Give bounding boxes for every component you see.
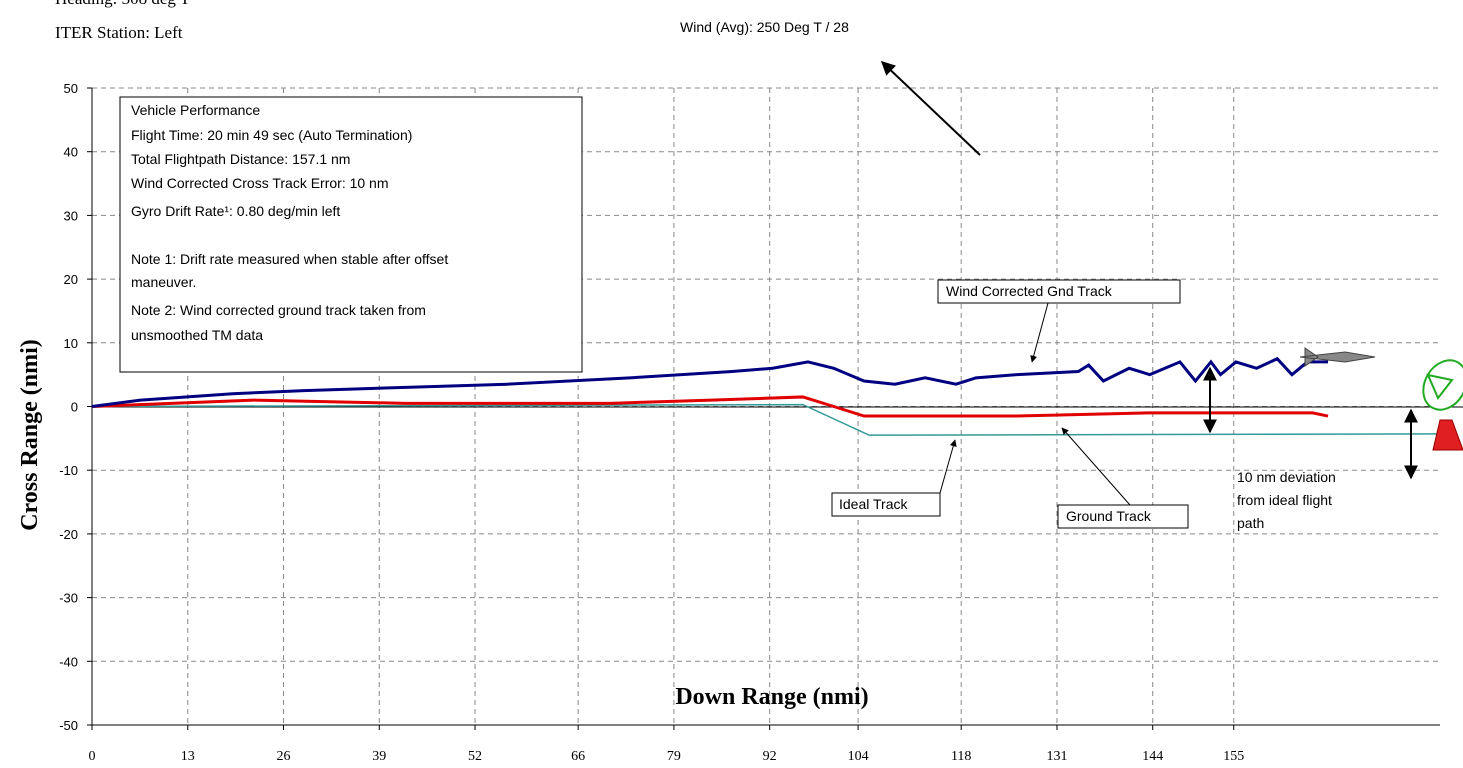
deviation-note: path xyxy=(1237,515,1264,531)
info-line: Note 1: Drift rate measured when stable … xyxy=(131,251,448,267)
y-tick-label: -30 xyxy=(59,591,78,606)
y-tick-label: -10 xyxy=(59,463,78,478)
deviation-note: from ideal flight xyxy=(1237,492,1332,508)
info-line: Vehicle Performance xyxy=(131,102,260,118)
x-tick-label: 92 xyxy=(763,749,777,764)
deviation-note: 10 nm deviation xyxy=(1237,469,1336,485)
header-line: ITER Station: Left xyxy=(55,23,183,42)
series-line xyxy=(92,405,1440,436)
x-axis-title: Down Range (nmi) xyxy=(675,684,868,710)
info-line: Total Flightpath Distance: 157.1 nm xyxy=(131,151,350,167)
info-line: maneuver. xyxy=(131,274,196,290)
x-tick-label: 13 xyxy=(181,749,195,764)
info-line: Wind Corrected Cross Track Error: 10 nm xyxy=(131,175,389,191)
y-tick-label: 10 xyxy=(64,336,78,351)
x-tick-label: 0 xyxy=(89,749,96,764)
y-tick-label: 40 xyxy=(64,145,78,160)
y-tick-label: -40 xyxy=(59,654,78,669)
info-line: Flight Time: 20 min 49 sec (Auto Termina… xyxy=(131,127,412,143)
callout: Ground Track xyxy=(1066,508,1152,524)
y-tick-label: -50 xyxy=(59,718,78,733)
callout: Wind Corrected Gnd Track xyxy=(946,283,1113,299)
y-tick-label: 30 xyxy=(64,208,78,223)
x-tick-label: 79 xyxy=(667,749,681,764)
x-tick-label: 155 xyxy=(1223,749,1244,764)
y-tick-label: 20 xyxy=(64,272,78,287)
wind-arrow xyxy=(882,62,980,155)
info-line: unsmoothed TM data xyxy=(131,327,263,343)
target-icon xyxy=(1415,352,1463,417)
callout-arrow xyxy=(1032,303,1048,362)
x-tick-label: 39 xyxy=(372,749,386,764)
y-tick-label: 50 xyxy=(64,81,78,96)
info-line: Note 2: Wind corrected ground track take… xyxy=(131,302,426,318)
header-line: Heading: 308 deg T xyxy=(55,0,191,8)
x-tick-label: 131 xyxy=(1046,749,1067,764)
y-tick-label: 0 xyxy=(71,400,78,415)
x-tick-label: 52 xyxy=(468,749,482,764)
callout: Ideal Track xyxy=(839,496,908,512)
x-tick-label: 144 xyxy=(1142,749,1163,764)
wind-note: Wind (Avg): 250 Deg T / 28 xyxy=(680,19,849,35)
x-tick-label: 26 xyxy=(277,749,291,764)
chart: Heading: 308 deg T ITER Station: Left Wi… xyxy=(0,0,1463,768)
callout-arrow xyxy=(940,440,955,493)
x-tick-label: 66 xyxy=(571,749,585,764)
callout-arrow xyxy=(1062,428,1130,505)
x-tick-label: 104 xyxy=(848,749,869,764)
info-line: Gyro Drift Rate¹: 0.80 deg/min left xyxy=(131,203,340,219)
x-tick-label: 118 xyxy=(951,749,971,764)
y-axis-title: Cross Range (nmi) xyxy=(17,339,43,531)
y-tick-label: -20 xyxy=(59,527,78,542)
cone-icon xyxy=(1433,420,1463,450)
